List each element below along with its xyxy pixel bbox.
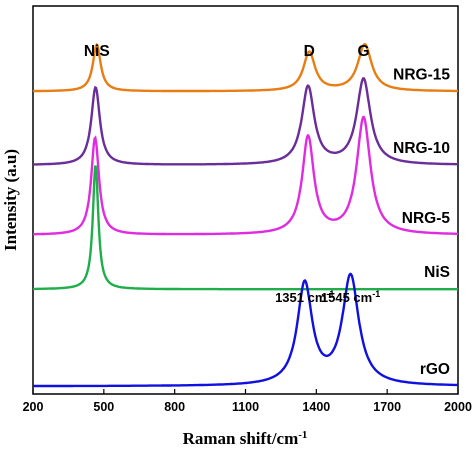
x-tick-label-2000: 2000: [444, 400, 472, 414]
series-label-rgo: rGO: [420, 361, 450, 378]
x-tick-label-1100: 1100: [232, 400, 259, 414]
peak-label-nis: NiS: [84, 43, 110, 60]
series-label-nis: NiS: [424, 264, 450, 281]
series-line-nrg-10: [33, 77, 458, 166]
annotation-text: 1351 cm: [275, 290, 326, 305]
series-label-nrg-15: NRG-15: [393, 66, 450, 83]
x-axis-title-main: Raman shift/cm: [183, 429, 299, 448]
annotation-1351: 1351 cm-1: [275, 289, 334, 305]
series-line-nrg-15: [32, 42, 458, 93]
annotation-sup: -1: [372, 289, 380, 299]
x-tick-label-200: 200: [23, 400, 44, 414]
y-axis-title: Intensity (a.u): [1, 149, 20, 251]
series-label-nrg-5: NRG-5: [402, 210, 451, 227]
x-tick-label-1400: 1400: [302, 400, 330, 414]
x-axis-title-sup: -1: [298, 429, 307, 441]
x-tick-label-500: 500: [93, 400, 114, 414]
annotation-text: 1545 cm: [321, 290, 372, 305]
series-line-nis: [33, 165, 458, 291]
annotation-sup: -1: [326, 289, 334, 299]
series-label-nrg-10: NRG-10: [393, 140, 450, 157]
peak-label-d: D: [304, 43, 315, 60]
peak-label-g: G: [358, 43, 370, 60]
x-tick-label-800: 800: [164, 400, 185, 414]
x-axis-ticks: 200 500 800 1100 1400 1700 2000: [23, 389, 472, 414]
annotation-1545: 1545 cm-1: [321, 289, 380, 305]
series-line-rgo: [33, 272, 458, 388]
series-group: [32, 42, 458, 388]
x-tick-label-1700: 1700: [373, 400, 401, 414]
x-axis-title: Raman shift/cm-1: [183, 429, 308, 448]
series-line-nrg-5: [33, 115, 458, 236]
